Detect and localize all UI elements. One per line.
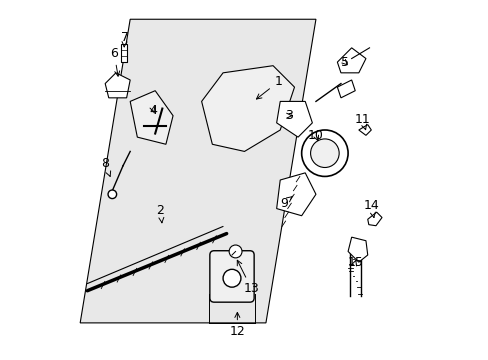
Text: 10: 10 (307, 129, 323, 142)
Text: 3: 3 (285, 109, 292, 122)
Text: 11: 11 (354, 113, 369, 130)
Text: 14: 14 (363, 198, 378, 217)
Polygon shape (367, 212, 381, 226)
Polygon shape (276, 102, 312, 137)
Polygon shape (105, 73, 130, 98)
Text: 1: 1 (256, 75, 282, 99)
Polygon shape (358, 125, 370, 135)
FancyBboxPatch shape (209, 251, 254, 302)
Circle shape (223, 269, 241, 287)
Text: 2: 2 (156, 204, 164, 223)
Text: 12: 12 (229, 312, 244, 338)
Text: 4: 4 (149, 104, 157, 117)
Text: 7: 7 (121, 31, 128, 47)
Polygon shape (201, 66, 294, 152)
Text: 5: 5 (340, 55, 348, 69)
Polygon shape (337, 48, 365, 73)
Text: 13: 13 (237, 260, 259, 296)
Circle shape (310, 139, 339, 167)
Polygon shape (347, 237, 367, 262)
Circle shape (229, 245, 242, 258)
Polygon shape (80, 19, 315, 323)
Polygon shape (130, 91, 173, 144)
Polygon shape (276, 173, 315, 216)
Text: 6: 6 (110, 47, 120, 76)
Text: 8: 8 (101, 157, 110, 176)
Polygon shape (337, 80, 354, 98)
Text: 15: 15 (346, 256, 363, 269)
Circle shape (301, 130, 347, 176)
Text: 9: 9 (279, 196, 292, 210)
Circle shape (108, 190, 116, 199)
Polygon shape (121, 44, 126, 62)
